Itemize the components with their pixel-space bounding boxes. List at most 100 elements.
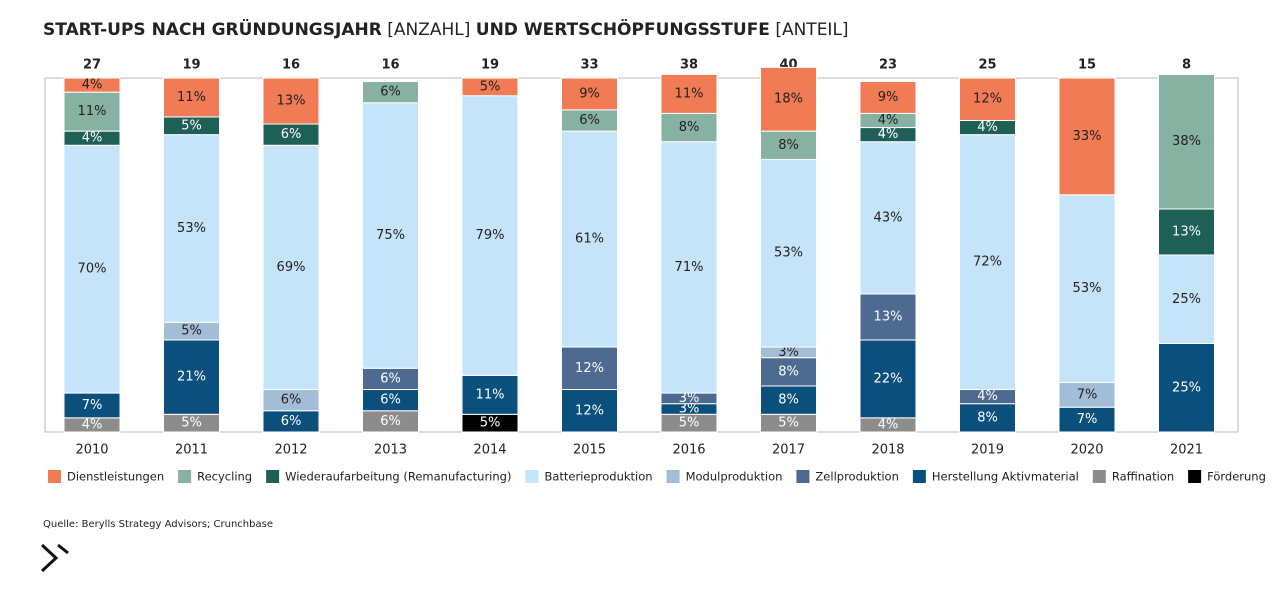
value-label: 4%	[977, 389, 998, 404]
total-label: 38	[680, 58, 698, 73]
value-label: 25%	[1172, 292, 1201, 307]
value-label: 13%	[277, 94, 306, 109]
value-label: 3%	[679, 391, 700, 406]
value-label: 4%	[82, 417, 103, 432]
bar-segment	[461, 77, 519, 97]
plot-frame	[44, 77, 1239, 433]
bar-segment	[760, 357, 817, 387]
value-label: 4%	[977, 120, 998, 135]
legend-label: Recycling	[197, 470, 252, 484]
value-label: 3%	[778, 345, 799, 360]
value-label: 4%	[82, 131, 103, 146]
total-label: 27	[83, 58, 101, 73]
value-label: 6%	[380, 371, 401, 386]
x-tick-label: 2013	[374, 443, 407, 458]
legend-label: Wiederaufarbeitung (Remanufacturing)	[285, 470, 511, 484]
total-label: 19	[182, 58, 200, 73]
value-label: 8%	[778, 138, 799, 153]
value-label: 4%	[878, 127, 899, 142]
value-label: 79%	[476, 228, 505, 243]
bar-segment	[1158, 254, 1215, 344]
value-label: 53%	[1073, 281, 1102, 296]
value-label: 38%	[1172, 134, 1201, 149]
x-tick-label: 2020	[1070, 443, 1103, 458]
bar-segment	[1058, 381, 1116, 408]
value-label: 11%	[177, 90, 206, 105]
bar-segment	[660, 112, 718, 143]
bar-segment	[1058, 406, 1116, 433]
bar-segment	[262, 144, 320, 391]
bar-segment	[859, 81, 917, 114]
total-label: 25	[978, 58, 996, 73]
bar-segment	[959, 134, 1016, 391]
x-tick-label: 2016	[672, 443, 705, 458]
value-label: 5%	[778, 416, 799, 431]
legend-label: Batterieproduktion	[544, 470, 652, 484]
total-label: 15	[1078, 58, 1096, 73]
legend-swatch	[48, 470, 61, 483]
bar-segment	[561, 130, 618, 348]
value-label: 5%	[679, 416, 700, 431]
value-label: 7%	[82, 398, 103, 413]
title-part: UND WERTSCHÖPFUNGSSTUFE	[476, 18, 770, 40]
bar-segment	[1158, 208, 1215, 256]
bar-segment	[760, 130, 817, 160]
legend-swatch	[525, 470, 539, 483]
value-label: 7%	[1077, 387, 1098, 402]
value-label: 6%	[380, 393, 401, 408]
value-label: 5%	[181, 416, 202, 431]
chart-title: START-UPS NACH GRÜNDUNGSJAHR [ANZAHL] UN…	[43, 18, 849, 40]
legend-swatch	[1188, 470, 1202, 483]
value-label: 13%	[1172, 224, 1201, 239]
value-label: 4%	[878, 417, 899, 432]
value-label: 70%	[78, 262, 107, 277]
legend-swatch	[266, 470, 280, 483]
value-label: 72%	[973, 255, 1002, 270]
legend-label: Herstellung Aktivmaterial	[932, 470, 1079, 484]
value-label: 6%	[579, 113, 600, 128]
x-tick-label: 2012	[274, 443, 307, 458]
legend-label: Förderung	[1207, 470, 1266, 484]
bar-segment	[561, 389, 618, 433]
value-label: 13%	[874, 309, 903, 324]
value-label: 53%	[177, 221, 206, 236]
bar-segment	[163, 339, 220, 415]
bar-segment	[561, 77, 618, 111]
bar-segment	[760, 66, 817, 132]
legend-label: Raffination	[1112, 470, 1174, 484]
value-label: 5%	[480, 79, 501, 94]
title: START-UPS NACH GRÜNDUNGSJAHR	[43, 18, 382, 40]
title-unit: [ANZAHL]	[387, 20, 470, 40]
value-label: 11%	[675, 86, 704, 101]
bar-segment	[63, 77, 121, 93]
x-tick-label: 2019	[971, 443, 1004, 458]
value-label: 4%	[82, 78, 103, 93]
value-label: 25%	[1172, 380, 1201, 395]
x-tick-label: 2018	[871, 443, 904, 458]
bar-segment	[1158, 343, 1215, 433]
bar-segment	[660, 141, 718, 394]
value-label: 18%	[774, 92, 803, 107]
bar-segment	[362, 102, 419, 369]
bar-segment	[1058, 77, 1116, 196]
total-label: 19	[481, 58, 499, 73]
value-label: 11%	[78, 104, 107, 119]
legend-label: Zellproduktion	[815, 470, 898, 484]
bar-segment	[63, 392, 121, 419]
value-label: 5%	[181, 324, 202, 339]
total-label: 8	[1182, 58, 1191, 73]
bar-segment	[461, 95, 519, 376]
x-tick-label: 2010	[75, 443, 108, 458]
value-label: 8%	[679, 120, 700, 135]
value-label: 12%	[973, 92, 1002, 107]
value-label: 6%	[281, 393, 302, 408]
value-label: 12%	[575, 361, 604, 376]
value-label: 9%	[579, 86, 600, 101]
legend-label: Modulproduktion	[686, 470, 783, 484]
value-label: 22%	[874, 371, 903, 386]
value-label: 3%	[679, 401, 700, 416]
bar-segment	[63, 91, 121, 132]
bar-segment	[163, 134, 220, 323]
bar-segment	[163, 77, 220, 118]
